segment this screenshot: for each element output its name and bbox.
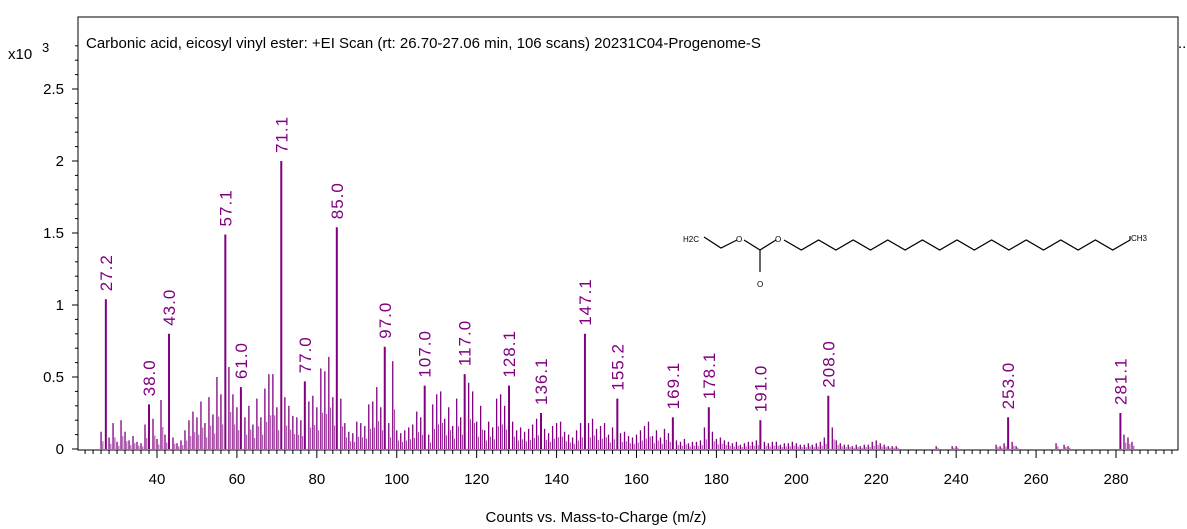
peak-label: 107.0 bbox=[416, 330, 435, 378]
x-axis: 40 60 80 100 120 140 160 180 200 220 240 260 280 bbox=[84, 450, 1173, 488]
x-axis-label: Counts vs. Mass-to-Charge (m/z) bbox=[486, 509, 707, 526]
y-tick-label: 0.5 bbox=[43, 369, 64, 386]
x-tick-label: 120 bbox=[464, 471, 489, 488]
title-ellipsis: .. bbox=[1178, 35, 1186, 52]
peak-labels: 27.2 38.0 43.0 57.1 61.0 71.1 77.0 85.0 97.0 107.… bbox=[97, 116, 1131, 412]
peak-label: 77.0 bbox=[296, 336, 315, 373]
x-tick-label: 180 bbox=[704, 471, 729, 488]
y-axis: 0 0.5 1 1.5 2 2.5 bbox=[43, 45, 78, 458]
peak-label: 57.1 bbox=[216, 189, 235, 226]
y-multiplier-exponent: 3 bbox=[42, 40, 49, 55]
x-tick-label: 60 bbox=[229, 471, 246, 488]
x-tick-label: 260 bbox=[1024, 471, 1049, 488]
x-tick-label: 220 bbox=[864, 471, 889, 488]
peak-label: 136.1 bbox=[532, 357, 551, 405]
peak-label: 43.0 bbox=[160, 289, 179, 326]
peak-label: 281.1 bbox=[1111, 357, 1130, 405]
svg-text:O: O bbox=[736, 235, 742, 244]
peak-label: 169.1 bbox=[664, 362, 683, 410]
y-tick-label: 1.5 bbox=[43, 225, 64, 242]
peak-label: 128.1 bbox=[500, 330, 519, 378]
peak-label: 38.0 bbox=[140, 359, 159, 396]
x-tick-label: 100 bbox=[384, 471, 409, 488]
peak-label: 117.0 bbox=[456, 320, 475, 366]
y-tick-label: 2 bbox=[56, 153, 64, 170]
x-tick-label: 40 bbox=[149, 471, 166, 488]
x-tick-label: 200 bbox=[784, 471, 809, 488]
x-tick-label: 80 bbox=[308, 471, 325, 488]
x-tick-label: 160 bbox=[624, 471, 649, 488]
x-tick-label: 280 bbox=[1103, 471, 1128, 488]
peak-label: 147.1 bbox=[576, 278, 595, 326]
peak-label: 85.0 bbox=[328, 182, 347, 219]
svg-text:O: O bbox=[775, 235, 781, 244]
svg-text:O: O bbox=[757, 280, 763, 289]
x-tick-label: 140 bbox=[544, 471, 569, 488]
peak-label: 71.1 bbox=[272, 116, 291, 153]
peak-label: 61.0 bbox=[232, 342, 251, 379]
x-tick-label: 240 bbox=[944, 471, 969, 488]
svg-text:H2C: H2C bbox=[683, 235, 699, 244]
peak-label: 155.2 bbox=[608, 343, 627, 391]
y-tick-label: 0 bbox=[56, 441, 64, 458]
y-tick-label: 1 bbox=[56, 297, 64, 314]
peak-label: 178.1 bbox=[700, 352, 719, 400]
peak-label: 253.0 bbox=[999, 362, 1018, 410]
peak-label: 191.0 bbox=[751, 365, 770, 413]
y-tick-label: 2.5 bbox=[43, 81, 64, 98]
peak-label: 97.0 bbox=[376, 302, 395, 339]
peak-label: 208.0 bbox=[819, 340, 838, 388]
svg-text:CH3: CH3 bbox=[1131, 234, 1148, 243]
y-multiplier-base: x10 bbox=[8, 46, 32, 63]
molecule-structure: H2C O O O CH3 bbox=[683, 234, 1148, 289]
chart-title: Carbonic acid, eicosyl vinyl ester: +EI … bbox=[86, 35, 761, 52]
spectrum-bars bbox=[100, 161, 1135, 449]
peak-label: 27.2 bbox=[97, 254, 116, 291]
